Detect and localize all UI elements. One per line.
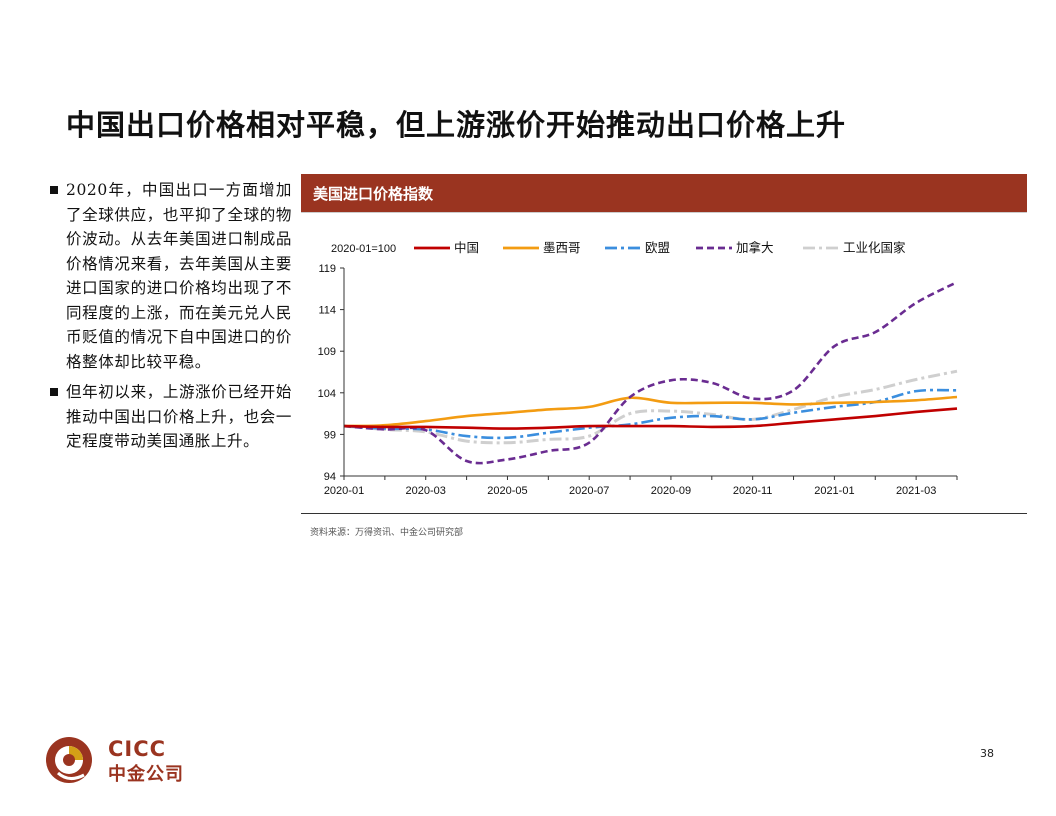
logo-text-zh: 中金公司 [108, 764, 184, 785]
series-line-3 [343, 280, 958, 465]
base-period-label: 2020-01=100 [331, 243, 396, 255]
series-line-0 [343, 407, 958, 430]
y-tick-label: 109 [318, 346, 336, 358]
y-tick-label: 94 [324, 471, 336, 483]
bullet-square-icon [50, 388, 58, 396]
x-tick-label: 2021-03 [896, 485, 936, 497]
legend-label: 加拿大 [736, 240, 774, 255]
chart-divider-bottom [301, 513, 1027, 514]
page-title: 中国出口价格相对平稳，但上游涨价开始推动出口价格上升 [66, 108, 847, 142]
page-number: 38 [980, 747, 994, 760]
bullet-list: 2020年，中国出口一方面增加了全球供应，也平抑了全球的物价波动。从去年美国进口… [50, 178, 292, 460]
x-tick-label: 2020-03 [406, 485, 446, 497]
legend-label: 欧盟 [645, 240, 670, 255]
cicc-emblem-icon [46, 737, 92, 783]
legend-label: 工业化国家 [843, 240, 906, 255]
legend-label: 中国 [454, 240, 479, 255]
series-line-1 [343, 395, 958, 428]
x-tick-label: 2021-01 [814, 485, 854, 497]
x-tick-label: 2020-11 [733, 485, 773, 497]
chart-title-bar: 美国进口价格指数 [301, 174, 1027, 212]
legend-label: 墨西哥 [543, 240, 581, 255]
x-tick-label: 2020-09 [651, 485, 691, 497]
bullet-text: 但年初以来，上游涨价已经开始推动中国出口价格上升，也会一定程度带动美国通胀上升。 [66, 383, 292, 450]
y-tick-label: 114 [318, 305, 336, 317]
bullet-square-icon [50, 186, 58, 194]
x-tick-label: 2020-01 [324, 485, 364, 497]
line-chart: 94 99 104 109 114 119 2020-01 2020-03 2020-05 202… [318, 240, 958, 497]
bullet-text: 2020年，中国出口一方面增加了全球供应，也平抑了全球的物价波动。从去年美国进口… [66, 181, 292, 371]
y-tick-label: 119 [318, 263, 336, 275]
chart-title: 美国进口价格指数 [313, 185, 434, 203]
source-note: 资料来源：万得资讯、中金公司研究部 [310, 528, 464, 538]
x-tick-label: 2020-05 [487, 485, 527, 497]
bullet-item: 但年初以来，上游涨价已经开始推动中国出口价格上升，也会一定程度带动美国通胀上升。 [50, 380, 292, 454]
logo-text-en: CICC [108, 737, 167, 761]
cicc-logo: CICC 中金公司 [44, 735, 204, 785]
y-tick-label: 99 [324, 429, 336, 441]
series-line-2 [343, 388, 958, 440]
y-tick-label: 104 [318, 388, 336, 400]
series-line-4 [343, 369, 958, 445]
x-tick-label: 2020-07 [569, 485, 609, 497]
chart-divider-top [301, 212, 1027, 213]
bullet-item: 2020年，中国出口一方面增加了全球供应，也平抑了全球的物价波动。从去年美国进口… [50, 178, 292, 374]
